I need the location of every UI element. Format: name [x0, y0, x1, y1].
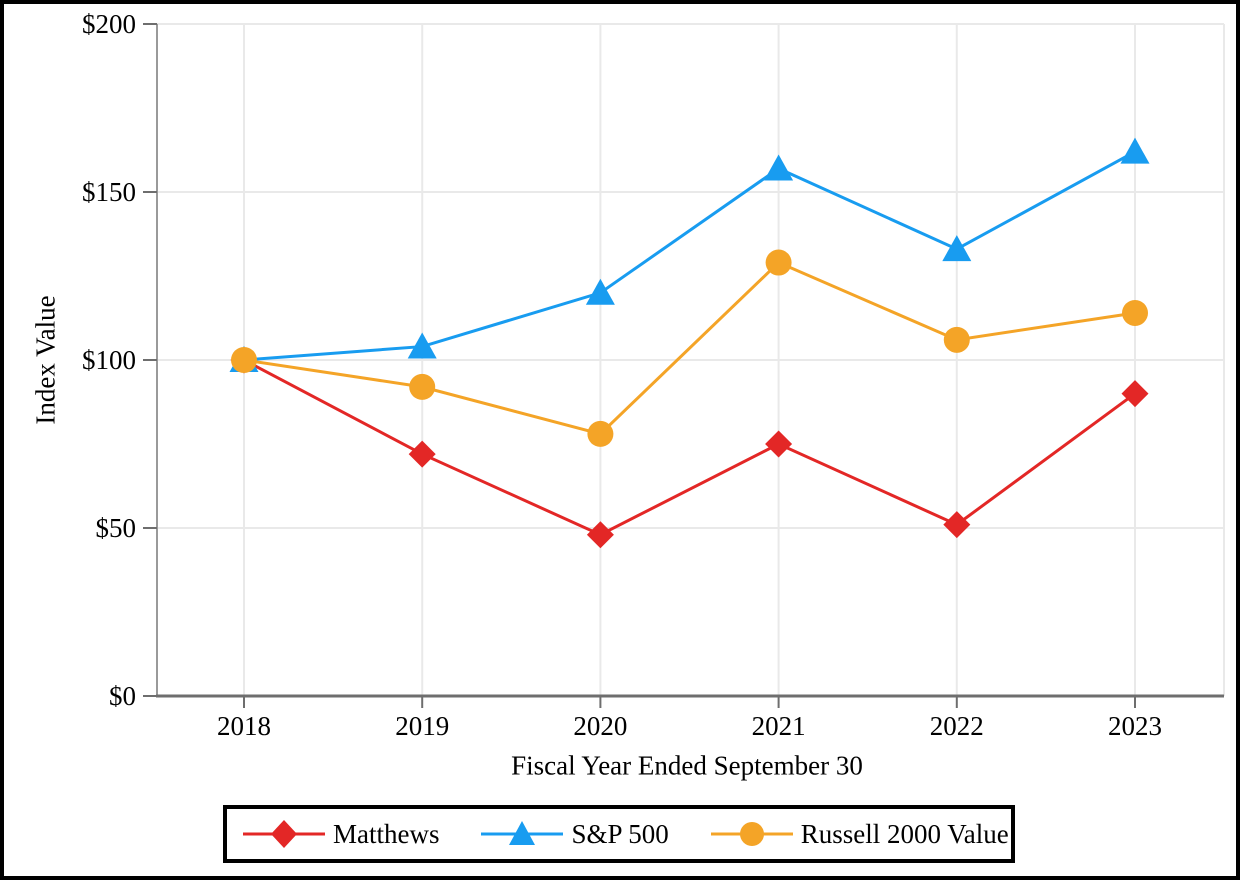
data-point-marker — [409, 373, 436, 400]
data-point-marker — [942, 235, 972, 262]
line-chart-plot: $0 $50 $100 $150 $200 2018 2019 2020 2021 2022 202… — [82, 9, 1225, 741]
data-point-marker — [943, 511, 971, 539]
legend-item-matthews: Matthews — [243, 817, 439, 851]
data-point-marker — [765, 249, 792, 276]
data-point-marker — [1122, 299, 1148, 326]
data-point-marker — [764, 154, 794, 181]
y-tick-label: $200 — [82, 9, 136, 39]
legend-label: Matthews — [333, 818, 440, 849]
x-tick-label: 2022 — [930, 711, 984, 741]
data-point-marker — [1120, 137, 1150, 164]
circle-marker-icon — [710, 822, 793, 846]
legend: Matthews S&P 500 Russell 2000 Value — [223, 805, 1015, 863]
data-point-marker — [407, 332, 437, 359]
y-axis-title: Index Value — [30, 295, 61, 425]
x-tick-label: 2020 — [573, 711, 627, 741]
legend-label: Russell 2000 Value — [800, 818, 1009, 849]
y-tick-label: $100 — [82, 345, 136, 375]
series-line — [243, 150, 1136, 362]
series-line — [243, 358, 1136, 537]
data-point-marker — [231, 347, 257, 373]
data-point-marker — [585, 278, 615, 305]
x-tick-label: 2023 — [1108, 711, 1162, 741]
triangle-marker-icon — [481, 821, 564, 845]
series-line — [243, 260, 1136, 436]
diamond-marker-icon — [243, 820, 325, 848]
x-tick-label: 2019 — [395, 711, 449, 741]
y-tick-label: $150 — [82, 177, 136, 207]
legend-label: S&P 500 — [571, 818, 669, 849]
legend-item-s-p-500: S&P 500 — [481, 817, 669, 851]
data-point-marker — [765, 430, 793, 458]
data-point-marker — [943, 326, 970, 353]
x-tick-label: 2021 — [752, 711, 806, 741]
data-point-marker — [587, 420, 614, 447]
y-tick-label: $0 — [109, 681, 136, 711]
y-tick-label: $50 — [96, 513, 137, 543]
legend-item-russell-2000-value: Russell 2000 Value — [710, 817, 1009, 851]
data-point-marker — [408, 440, 436, 468]
x-axis-title: Fiscal Year Ended September 30 — [511, 750, 863, 781]
data-point-marker — [1121, 380, 1149, 408]
data-point-marker — [586, 521, 614, 549]
x-tick-label: 2018 — [217, 711, 271, 741]
